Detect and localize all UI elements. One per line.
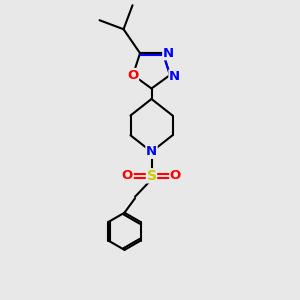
Text: O: O — [127, 68, 139, 82]
Text: O: O — [122, 169, 133, 182]
Text: N: N — [169, 70, 180, 83]
Text: S: S — [146, 169, 157, 183]
Text: N: N — [163, 47, 174, 60]
Text: O: O — [170, 169, 181, 182]
Text: N: N — [146, 145, 157, 158]
